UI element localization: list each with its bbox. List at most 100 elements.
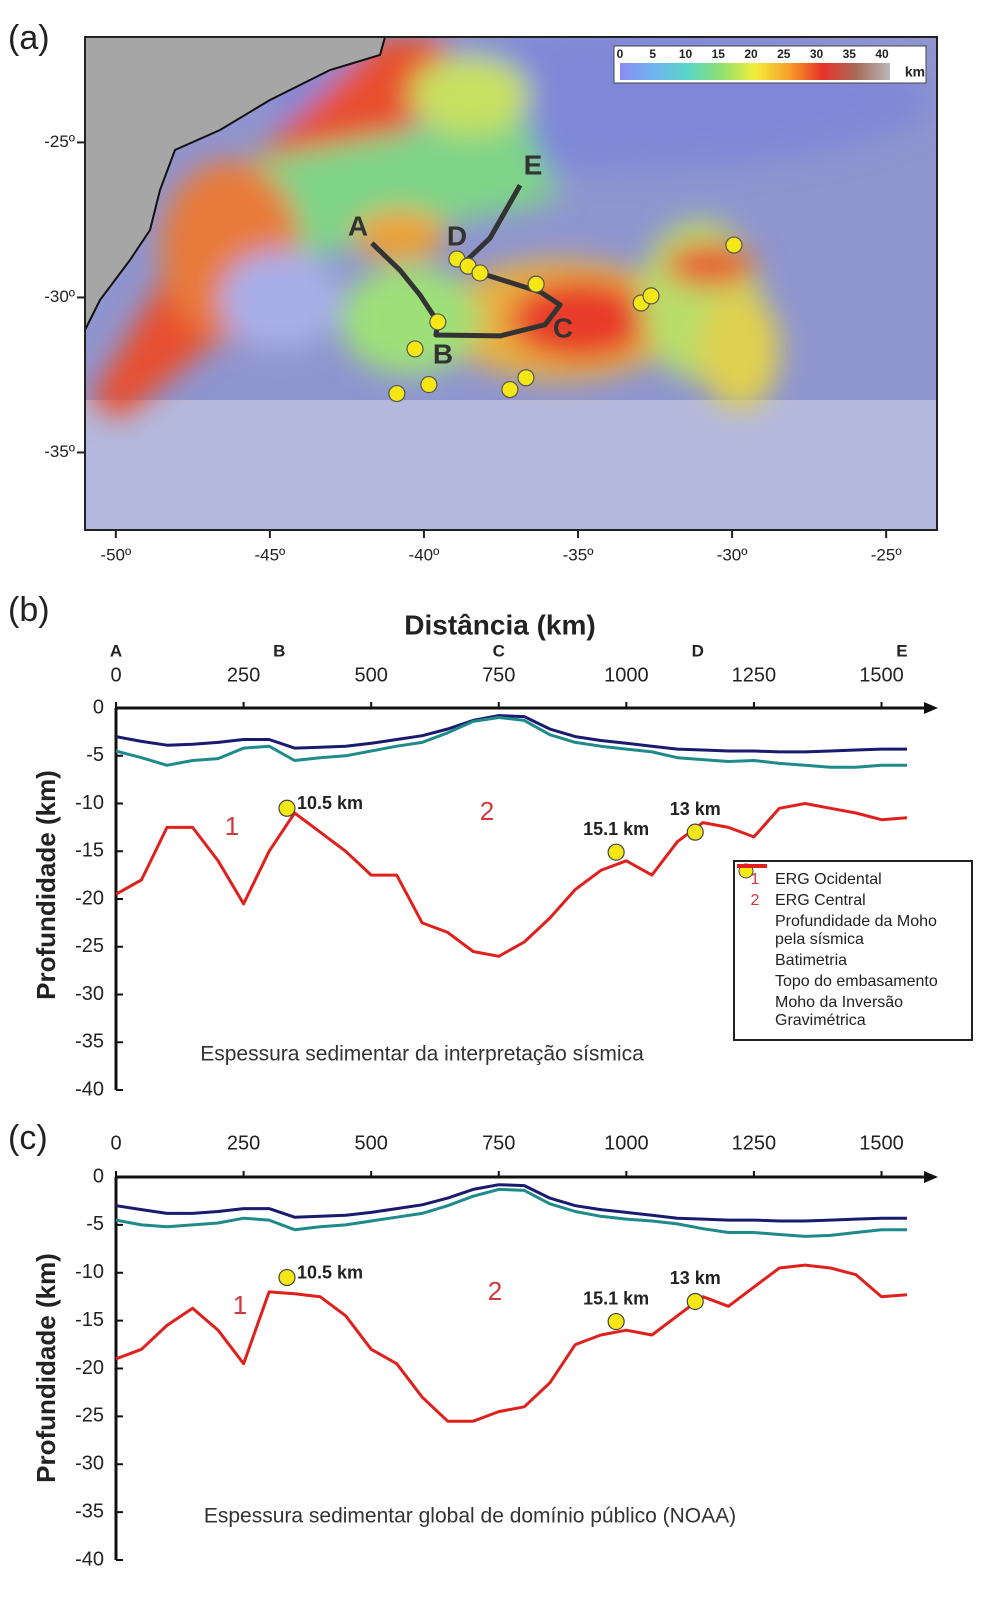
y-tick-label: -25 <box>75 1405 104 1427</box>
y-tick-label: -15 <box>75 1309 104 1331</box>
x-tick-label: -30º <box>717 545 748 564</box>
colorbar-tick-label: 10 <box>679 47 693 61</box>
x-tick-label: 1000 <box>604 1132 649 1154</box>
x-tick-label: 750 <box>482 1132 515 1154</box>
x-tick-label: 1000 <box>604 664 649 686</box>
profile-label: C <box>553 312 573 343</box>
y-tick-label: -30º <box>44 287 75 306</box>
series-line <box>116 1265 907 1421</box>
region-label: 1 <box>225 811 239 841</box>
colorbar-tick-label: 0 <box>617 47 624 61</box>
colorbar-unit: km <box>905 64 925 80</box>
data-label: 13 km <box>670 799 721 819</box>
y-tick-label: 0 <box>93 696 104 718</box>
seismic-point <box>502 382 518 398</box>
colorbar-tick-label: 40 <box>875 47 889 61</box>
x-tick-label: -40º <box>409 545 440 564</box>
seismic-moho-point <box>687 1293 703 1309</box>
y-tick-label: -30 <box>75 1453 104 1475</box>
y-tick-label: -10 <box>75 1261 104 1283</box>
section-label: C <box>493 641 505 660</box>
legend-item: Topo do embasamento <box>735 973 971 991</box>
legend-marker: 2 <box>735 892 775 910</box>
section-label: A <box>110 641 122 660</box>
data-label: 15.1 km <box>583 819 649 839</box>
x-tick-label: 0 <box>110 1132 121 1154</box>
panel-label: (a) <box>8 19 50 57</box>
colorbar-tick-label: 35 <box>843 47 857 61</box>
seismic-point <box>518 370 534 386</box>
y-tick-label: -35 <box>75 1500 104 1522</box>
legend-text: ERG Central <box>775 892 965 910</box>
y-tick-label: -5 <box>86 1213 104 1235</box>
panel-label: (b) <box>8 591 50 629</box>
x-tick-label: -50º <box>100 545 131 564</box>
x-tick-label: 750 <box>482 664 515 686</box>
series-line <box>116 718 907 768</box>
legend-text: Moho da Inversão Gravimétrica <box>775 994 965 1030</box>
seismic-point <box>643 288 659 304</box>
colorbar-tick-label: 30 <box>810 47 824 61</box>
panel-label: (c) <box>8 1119 48 1157</box>
x-tick-label: 1500 <box>859 1132 904 1154</box>
section-label: D <box>692 641 704 660</box>
x-tick-label: 250 <box>227 664 260 686</box>
y-tick-label: -35 <box>75 1031 104 1053</box>
seismic-point <box>430 314 446 330</box>
seismic-moho-point <box>687 824 703 840</box>
y-axis-title: Profundidade (km) <box>31 770 61 1000</box>
data-label: 10.5 km <box>297 793 363 813</box>
y-tick-label: -20 <box>75 887 104 909</box>
seismic-point <box>421 377 437 393</box>
profile-label: B <box>433 338 453 369</box>
x-tick-label: 0 <box>110 664 121 686</box>
data-label: 13 km <box>670 1268 721 1288</box>
profile-label: E <box>524 149 543 180</box>
note: Espessura sedimentar da interpretação sí… <box>200 1043 644 1066</box>
x-tick-label: 250 <box>227 1132 260 1154</box>
legend-text: Batimetria <box>775 952 965 970</box>
seismic-point <box>472 265 488 281</box>
colorbar-tick-label: 20 <box>744 47 758 61</box>
x-axis-title: Distância (km) <box>404 609 595 640</box>
legend: 1ERG Ocidental 2ERG Central Profundidade d… <box>733 860 973 1041</box>
y-tick-label: -35º <box>44 442 75 461</box>
seismic-moho-point <box>608 844 624 860</box>
profile-label: A <box>348 210 368 241</box>
legend-text: ERG Ocidental <box>775 871 965 889</box>
x-tick-label: -25º <box>871 545 902 564</box>
x-tick-label: 500 <box>354 664 387 686</box>
y-tick-label: -30 <box>75 983 104 1005</box>
colorbar-tick-label: 5 <box>649 47 656 61</box>
legend-item: Batimetria <box>735 952 971 970</box>
map-background <box>85 30 937 530</box>
colorbar-tick-label: 15 <box>712 47 726 61</box>
y-tick-label: -20 <box>75 1357 104 1379</box>
y-tick-label: -40 <box>75 1548 104 1570</box>
seismic-point <box>726 237 742 253</box>
region-label: 2 <box>488 1276 502 1306</box>
series-line <box>116 1189 907 1236</box>
data-label: 15.1 km <box>583 1288 649 1308</box>
y-tick-label: -15 <box>75 840 104 862</box>
colorbar-tick-label: 25 <box>777 47 791 61</box>
y-tick-label: -40 <box>75 1078 104 1100</box>
legend-item: Moho da Inversão Gravimétrica <box>735 994 971 1030</box>
legend-item: Profundidade da Moho pela sísmica <box>735 913 971 949</box>
profile-label: D <box>447 220 467 251</box>
seismic-moho-point <box>279 800 295 816</box>
x-tick-label: -45º <box>254 545 285 564</box>
colorbar <box>620 63 890 80</box>
figure: (a) -50º -45º -40º -35º -30º -25º -25º -30º -35º 0… <box>0 0 992 1601</box>
series-line <box>116 716 907 752</box>
section-label: E <box>896 641 907 660</box>
x-tick-label: 1250 <box>732 664 777 686</box>
x-tick-label: -35º <box>563 545 594 564</box>
y-tick-label: -25º <box>44 132 75 151</box>
seismic-moho-point <box>608 1314 624 1330</box>
seismic-point <box>407 341 423 357</box>
region-label: 1 <box>233 1290 247 1320</box>
x-tick-label: 1500 <box>859 664 904 686</box>
